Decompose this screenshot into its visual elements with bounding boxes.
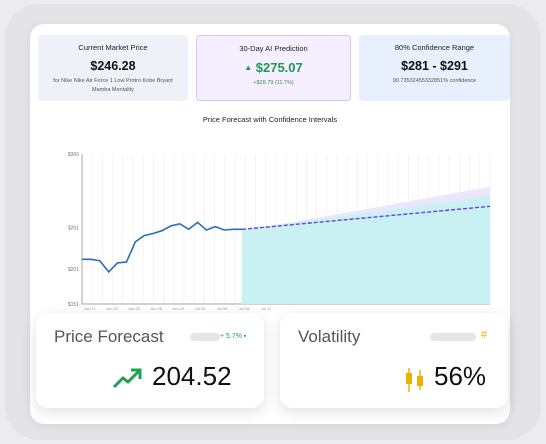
price-forecast-title: Price Forecast	[54, 327, 164, 346]
volatility-card[interactable]: Volatility # 56%	[280, 313, 508, 408]
forecast-change-badge: + 5.7% ▪	[220, 333, 247, 340]
forecast-value: 204.52	[152, 361, 232, 391]
confidence-range-value: $281 - $291	[401, 59, 468, 73]
trending-up-icon	[112, 368, 142, 389]
confidence-range-label: 80% Confidence Range	[394, 43, 475, 52]
prediction-value-row: ▲ $275.07	[197, 60, 350, 75]
y-tick-label: $151	[68, 302, 79, 308]
prediction-value: $275.07	[255, 60, 303, 75]
prediction-label: 30-Day AI Prediction	[239, 44, 308, 53]
axis-ticks: $366 $261 $201 $151 Jun 17 Jun 20 Jun 23 Jun 26…	[68, 152, 272, 311]
forecast-line	[241, 205, 491, 231]
x-tick-label: Jun 29	[172, 306, 185, 311]
confidence-percent: 90.73532455332851% confidence	[392, 78, 477, 84]
hash-icon: #	[481, 329, 488, 341]
forecast-pill	[190, 333, 220, 341]
x-tick-label: Jul 11	[261, 306, 272, 311]
current-price-tile: Current Market Price $246.28 for Nike Ni…	[38, 35, 188, 101]
current-price-label: Current Market Price	[78, 43, 148, 52]
x-tick-label: Jun 17	[84, 306, 97, 311]
outer-band	[242, 186, 490, 232]
dashboard-card: Current Market Price $246.28 for Nike Ni…	[30, 24, 510, 424]
volatility-value: 56%	[434, 361, 487, 391]
confidence-range-tile: 80% Confidence Range $281 - $291 90.7353…	[359, 35, 510, 101]
x-tick-label: Jun 20	[106, 306, 119, 311]
historical-price-line	[82, 221, 242, 274]
confidence-band	[242, 186, 490, 304]
volatility-title: Volatility	[298, 327, 361, 346]
x-tick-label: Jul 08	[239, 306, 250, 311]
y-tick-label: $366	[68, 152, 79, 158]
candlestick-icon	[406, 368, 423, 392]
x-tick-label: Jun 23	[128, 306, 141, 311]
price-forecast-card[interactable]: Price Forecast + 5.7% ▪ 204.52	[36, 313, 264, 408]
current-price-value: $246.28	[90, 59, 136, 73]
y-tick-label: $201	[68, 267, 79, 273]
price-lines	[82, 205, 491, 274]
prediction-change: +$28.79 (11.7%)	[253, 80, 294, 86]
up-arrow-icon: ▲	[244, 63, 253, 72]
prediction-tile: 30-Day AI Prediction ▲ $275.07 +$28.79 (…	[196, 35, 351, 101]
forecast-chart: $366 $261 $201 $151 Jun 17 Jun 20 Jun 23 Jun 26…	[68, 152, 491, 311]
y-tick-label: $261	[68, 225, 79, 231]
x-tick-label: Jun 26	[150, 306, 163, 311]
chart-title: Price Forecast with Confidence Intervals	[202, 115, 338, 124]
product-name: for Nike Nike Air Force 1 Low Protro Kob…	[53, 78, 173, 93]
volatility-pill	[430, 333, 476, 341]
x-tick-label: Jul 02	[195, 306, 206, 311]
x-tick-label: Jul 05	[217, 306, 228, 311]
